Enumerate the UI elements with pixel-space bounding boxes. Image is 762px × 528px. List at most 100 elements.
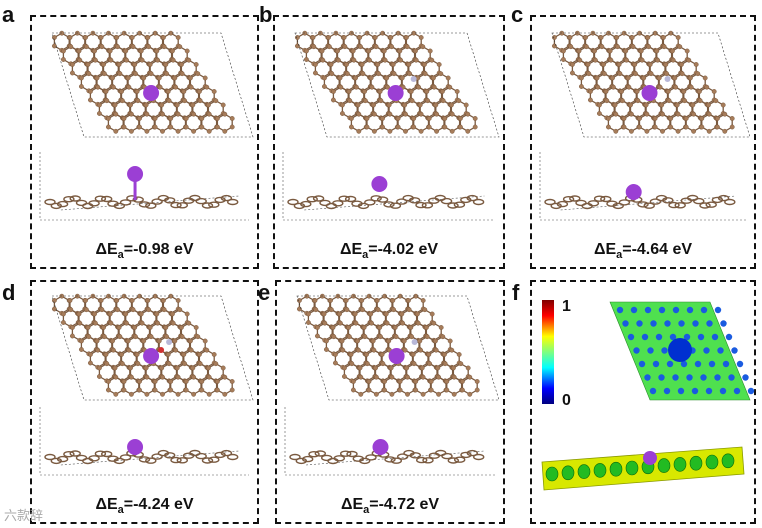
carbon-atom [459,387,465,393]
carbon-atom [354,84,359,90]
carbon-atom [414,311,420,317]
carbon-atom [88,360,93,366]
carbon-atom [411,116,417,121]
carbon-ring [472,453,485,461]
carbon-atom [722,111,728,117]
panel-label-e: e [258,280,271,305]
adsorption-energy-b: ΔEa=-4.02 eV [339,240,439,261]
carbon-atom [413,57,419,63]
carbon-atom [97,365,102,371]
panel-d: ΔEa=-4.24 eV [30,280,259,524]
potassium-atom-side [127,439,144,455]
carbon-ring [396,453,409,460]
carbon-atom [630,44,636,50]
carbon-atom [313,62,318,67]
carbon-atom [114,35,120,40]
carbon-atom [425,98,431,104]
carbon-atom [70,62,75,67]
carbon-atom [670,57,676,63]
carbon-atom [110,338,115,344]
carbon-atom [643,102,649,108]
carbon-atom [691,128,697,134]
carbon-ring [384,456,396,463]
carbon-atom [449,347,455,353]
carbon-atom [202,338,208,344]
carbon-atom [152,124,158,130]
carbon-ring [170,456,182,464]
carbon-atom [594,75,600,81]
carbon-atom [601,62,606,67]
carbon-atom [457,124,463,130]
carbon-atom [229,116,235,121]
carbon-atom [126,84,132,90]
carbon-atom [372,111,377,117]
carbon-ring [289,453,301,461]
carbon-atom [157,84,163,90]
carbon-atom [369,320,374,326]
carbon-atom [121,116,127,121]
carbon-atom [699,124,705,130]
carbon-atom [384,75,390,81]
carbon-atom [445,75,451,81]
carbon-atom [313,70,318,76]
carbon-atom [366,48,372,54]
carbon-atom [373,365,378,371]
carbon-ring [201,457,214,464]
carbon-atom [98,298,104,303]
carbon-atom [133,71,138,77]
carbon-atom [447,84,453,90]
carbon-atom [204,84,210,90]
carbon-atom [172,75,178,81]
carbon-ring [649,198,662,205]
charge-density-graphic [541,300,755,491]
carbon-atom [175,35,181,40]
watermark: 六款辞 [4,508,44,523]
carbon-atom [598,35,604,40]
carbon-atom [615,44,620,50]
carbon-atom [397,379,403,384]
carbon-atom [340,111,345,116]
carbon-atom [444,379,450,384]
carbon-atom [402,102,408,108]
carbon-atom [113,374,119,380]
carbon-atom [399,311,405,317]
carbon-atom [463,102,469,108]
carbon-ring [208,456,220,463]
carbon-atom [327,44,332,50]
carbon-atom [583,35,588,40]
carbon-atom [406,62,412,67]
panel-e: ΔEa=-4.72 eV [275,280,505,524]
carbon-atom [474,379,480,384]
carbon-atom [729,124,735,130]
carbon-atom [349,361,355,367]
carbon-ring [151,198,163,205]
carbon-atom [137,387,142,393]
carbon-atom [310,35,316,40]
carbon-atom [67,35,73,40]
graphene-lattice [51,30,235,134]
carbon-atom [152,379,158,384]
carbon-atom [99,307,105,313]
carbon-atom [349,116,354,121]
carbon-atom [92,48,97,54]
carbon-atom [205,102,211,108]
carbon-ring [69,195,81,202]
carbon-ring [674,202,686,209]
carbon-atom [182,361,188,367]
carbon-atom [338,320,343,326]
carbon-atom [126,347,132,353]
carbon-atom [675,128,681,134]
carbon-atom [111,84,116,90]
carbon-ring [201,202,214,209]
carbon-atom [413,379,419,384]
carbon-atom [205,365,211,371]
carbon-atom [686,57,692,63]
panel-c: ΔEa=-4.64 eV [530,15,756,269]
carbon-atom [644,111,650,117]
carbon-atom [214,116,220,121]
carbon-atom [359,62,365,67]
carbon-atom [106,124,111,130]
carbon-atom [697,98,703,104]
carbon-atom [146,44,152,50]
carbon-atom [356,111,362,117]
